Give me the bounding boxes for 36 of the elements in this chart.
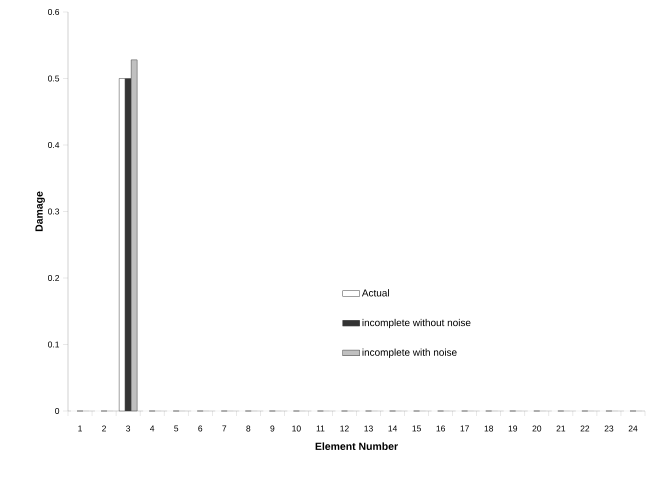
x-tick-label: 10 — [292, 426, 301, 432]
x-tick-label: 24 — [628, 426, 638, 432]
y-tick-label: 0.5 — [48, 76, 60, 82]
x-tick-label: 7 — [222, 426, 226, 432]
y-tick-label: 0.4 — [48, 142, 60, 148]
x-tick-label: 18 — [484, 426, 494, 432]
x-tick-label: 15 — [412, 426, 421, 432]
x-tick-label: 4 — [150, 426, 154, 432]
x-tick-label: 12 — [340, 426, 349, 432]
x-tick-label: 23 — [604, 426, 614, 432]
x-tick-label: 1 — [78, 426, 82, 432]
x-tick-label: 20 — [532, 426, 542, 432]
x-tick-label: 2 — [102, 426, 106, 432]
y-axis-title: Damage — [35, 192, 45, 232]
x-tick-label: 19 — [508, 426, 518, 432]
x-axis-title: Element Number — [316, 442, 398, 450]
x-tick-label: 21 — [556, 426, 566, 432]
x-tick-label: 22 — [580, 426, 590, 432]
y-tick-label: 0.1 — [48, 342, 60, 348]
x-tick-label: 14 — [388, 426, 398, 432]
y-tick-label: 0.3 — [48, 208, 60, 214]
legend-label: Actual — [362, 289, 389, 296]
x-tick-label: 8 — [246, 426, 250, 432]
x-tick-label: 3 — [126, 426, 130, 432]
y-tick-label: 0.2 — [48, 275, 60, 281]
legend-label: incomplete without noise — [362, 318, 471, 328]
x-tick-label: 17 — [460, 426, 469, 432]
y-tick-label: 0.6 — [48, 9, 60, 15]
x-tick-label: 13 — [364, 426, 373, 432]
x-tick-label: 11 — [316, 426, 324, 432]
x-tick-label: 9 — [270, 426, 274, 432]
legend-label: incomplete with noise — [362, 348, 457, 358]
x-tick-label: 5 — [174, 426, 178, 432]
x-tick-label: 16 — [436, 426, 445, 432]
x-tick-label: 6 — [198, 426, 202, 432]
y-tick-label: 0 — [55, 408, 60, 414]
